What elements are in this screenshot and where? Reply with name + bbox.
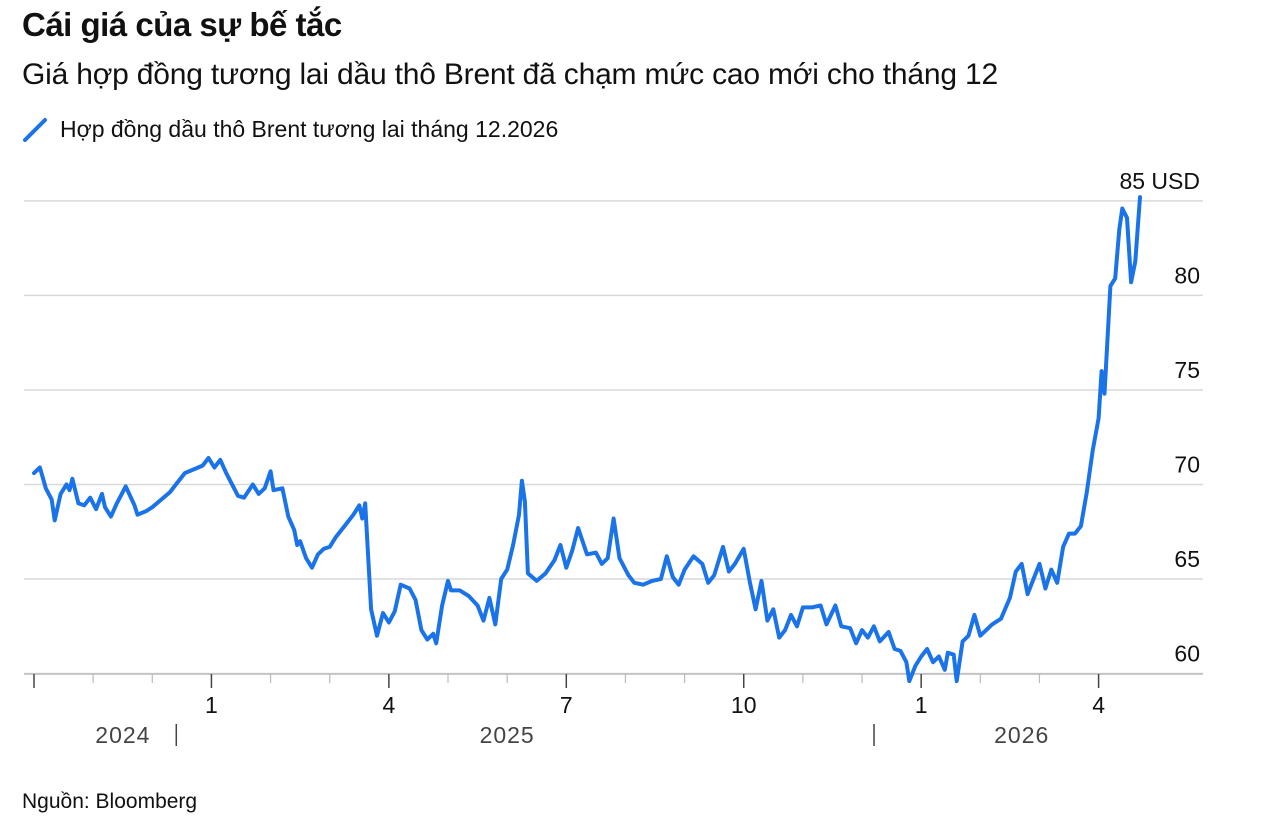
y-tick-label-65: 65	[1174, 546, 1200, 572]
y-axis-labels: 60 65 70 75 80 85 USD	[1119, 168, 1200, 667]
y-tick-label-80: 80	[1174, 262, 1200, 288]
year-label-2026: 2026	[994, 722, 1049, 748]
y-tick-label-70: 70	[1174, 451, 1200, 477]
x-tick-label: 4	[382, 692, 395, 718]
year-label-2024: 2024	[95, 722, 150, 748]
chart-subtitle: Giá hợp đồng tương lai dầu thô Brent đã …	[22, 58, 998, 91]
chart-title: Cái giá của sự bế tắc	[22, 6, 342, 43]
x-tick-label: 10	[731, 692, 757, 718]
gridlines	[24, 200, 1203, 675]
y-tick-label-85: 85 USD	[1119, 168, 1200, 194]
y-tick-label-75: 75	[1174, 357, 1200, 383]
legend-label: Hợp đồng dầu thô Brent tương lai tháng 1…	[60, 116, 559, 142]
x-tick-label: 1	[915, 692, 928, 718]
x-tick-label: 4	[1092, 692, 1105, 718]
source-note: Nguồn: Bloomberg	[22, 790, 198, 813]
series-layer	[32, 195, 1142, 684]
year-label-2025: 2025	[480, 722, 535, 748]
y-tick-label-60: 60	[1174, 641, 1200, 667]
x-axis: 1 4 7 10 1 4 2024 2025 2026	[24, 673, 1203, 748]
chart-legend: Hợp đồng dầu thô Brent tương lai tháng 1…	[22, 116, 558, 143]
legend-line-swatch-icon	[23, 117, 47, 142]
x-tick-label: 7	[560, 692, 573, 718]
x-tick-label: 1	[205, 692, 218, 718]
series-line-0	[32, 195, 1142, 684]
